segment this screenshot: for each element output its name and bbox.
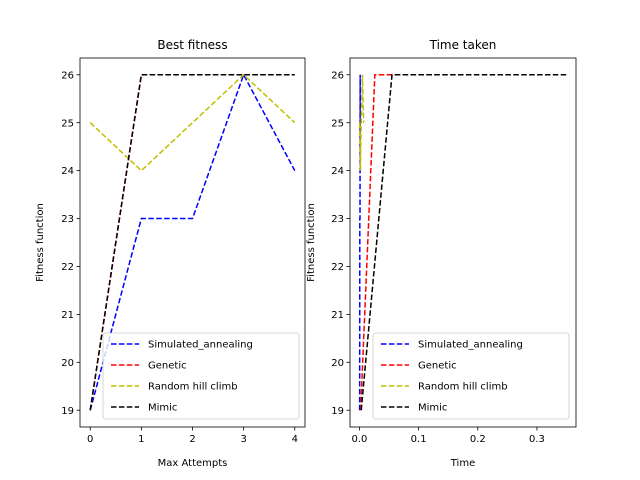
y-tick-label: 24	[61, 166, 74, 177]
legend: Simulated_annealing Genetic Random hill cl…	[372, 332, 570, 420]
x-axis-label: Time	[450, 458, 475, 469]
x-axis-label: Max Attempts	[158, 458, 228, 469]
y-tick-label: 24	[331, 166, 344, 177]
series-line-mimic	[360, 74, 567, 411]
legend-label: Mimic	[148, 403, 177, 414]
x-tick-label: 0.3	[529, 434, 545, 445]
y-tick-label: 22	[331, 262, 344, 273]
chart-title: Best fitness	[157, 38, 227, 52]
x-tick-label: 2	[189, 434, 195, 445]
y-tick-label: 26	[61, 70, 74, 81]
x-tick-label: 0	[87, 434, 93, 445]
y-tick-label: 25	[61, 118, 74, 129]
x-tick-label: 1	[138, 434, 144, 445]
series-group	[358, 74, 567, 411]
legend: Simulated_annealing Genetic Random hill cl…	[102, 332, 300, 420]
legend-label: Random hill climb	[418, 382, 508, 393]
y-tick-label: 21	[61, 310, 74, 321]
y-tick-label: 19	[61, 406, 74, 417]
chart-panel-2: Time taken 0.0 0.1 0.2 0.3 19 20 21 22 23 24 25 26 Ti…	[306, 38, 577, 469]
series-line-mimic	[89, 74, 295, 411]
x-tick-label: 0.2	[470, 434, 486, 445]
legend-box	[102, 332, 300, 420]
y-tick-label: 25	[331, 118, 344, 129]
legend-label: Mimic	[418, 403, 447, 414]
legend-label: Genetic	[418, 361, 457, 372]
y-axis-label: Fitness function	[306, 203, 317, 282]
chart-title: Time taken	[429, 38, 497, 52]
series-line-random-hill-climb	[358, 74, 365, 171]
y-tick-label: 21	[331, 310, 344, 321]
y-tick-label: 19	[331, 406, 344, 417]
x-tick-label: 0.0	[352, 434, 368, 445]
legend-box	[372, 332, 570, 420]
x-tick-label: 3	[240, 434, 246, 445]
y-tick-label: 26	[331, 70, 344, 81]
y-tick-label: 23	[331, 214, 344, 225]
series-line-genetic	[359, 74, 437, 411]
y-tick-label: 20	[331, 358, 344, 369]
legend-label: Genetic	[148, 361, 187, 372]
legend-label: Simulated_annealing	[418, 340, 523, 351]
axes-frame	[349, 57, 577, 428]
x-tick-label: 4	[292, 434, 298, 445]
x-tick-label: 0.1	[411, 434, 427, 445]
y-tick-label: 20	[61, 358, 74, 369]
y-axis-label: Fitness function	[35, 203, 46, 282]
legend-label: Simulated_annealing	[148, 340, 253, 351]
series-line-random-hill-climb	[89, 73, 296, 172]
series-line-simulated-annealing	[358, 74, 362, 411]
y-tick-label: 23	[61, 214, 74, 225]
series-group	[89, 72, 296, 411]
series-line-simulated-annealing	[89, 72, 296, 411]
legend-label: Random hill climb	[148, 382, 238, 393]
y-tick-label: 22	[61, 262, 74, 273]
